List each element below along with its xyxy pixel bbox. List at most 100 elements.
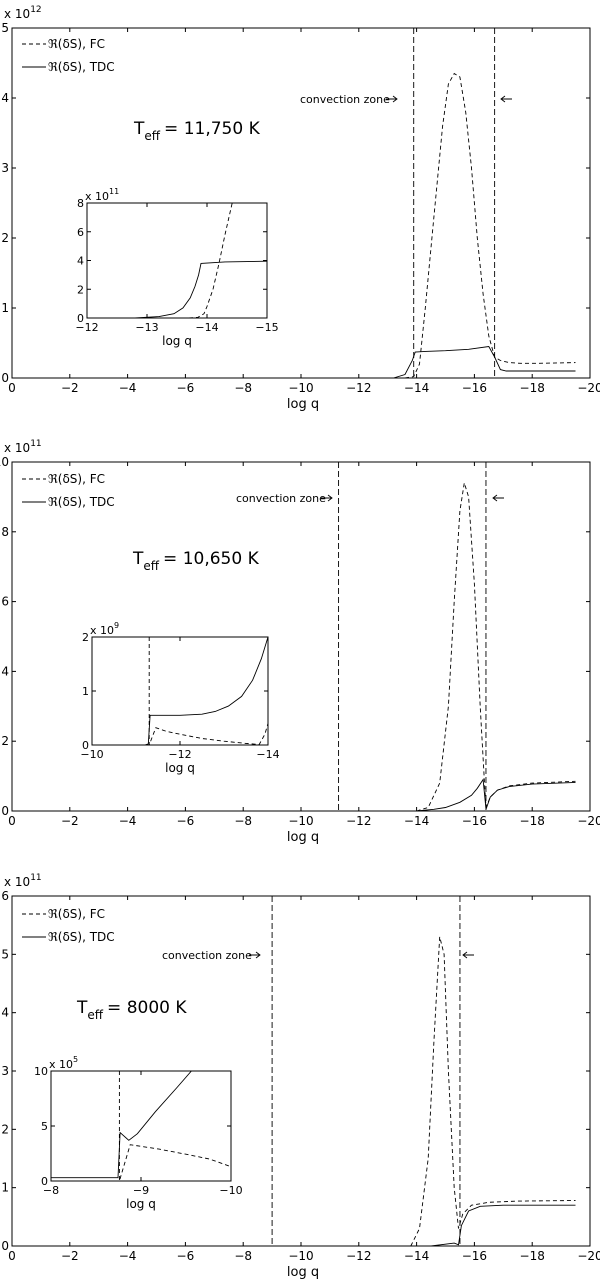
teff-label: Teff = 11,750 K <box>133 119 261 143</box>
y-multiplier-label: x 1011 <box>4 439 42 455</box>
inset-y-tick-label: 4 <box>77 255 84 268</box>
x-tick-label: −16 <box>462 381 487 395</box>
x-tick-label: −8 <box>234 814 252 828</box>
x-tick-label: −16 <box>462 814 487 828</box>
arrow-right-icon <box>321 494 333 502</box>
inset-series-tdc-line <box>51 1071 192 1179</box>
x-axis-label: log q <box>287 830 319 845</box>
teff-label: Teff = 8000 K <box>76 998 187 1022</box>
x-tick-label: −16 <box>462 1249 487 1263</box>
series-tdc-line <box>387 1204 576 1246</box>
y-tick-label: 0 <box>1 804 9 818</box>
teff-value: = 11,750 K <box>164 119 261 139</box>
teff-symbol: T <box>76 998 88 1018</box>
series-fc-line <box>416 482 576 811</box>
teff-label: Teff = 10,650 K <box>132 549 260 573</box>
x-tick-label: −12 <box>346 814 371 828</box>
x-tick-label: −2 <box>61 814 79 828</box>
inset-x-tick-label: −12 <box>75 321 98 334</box>
chart-panel-2: 02468100−2−4−6−8−10−12−14−16−18−20x 1011… <box>0 439 600 845</box>
convection-zone-annotation: convection zone <box>300 93 390 106</box>
inset-x-tick-label: −9 <box>133 1184 149 1197</box>
y-tick-label: 4 <box>1 91 9 105</box>
x-tick-label: −12 <box>346 381 371 395</box>
inset-x-tick-label: −10 <box>219 1184 242 1197</box>
y-tick-label: 3 <box>1 1064 9 1078</box>
teff-subscript: eff <box>143 559 159 573</box>
y-tick-label: 2 <box>1 1122 9 1136</box>
inset-y-tick-label: 0 <box>77 312 84 325</box>
x-tick-label: −10 <box>288 1249 313 1263</box>
inset-series-fc-line <box>148 637 268 745</box>
teff-subscript: eff <box>87 1008 103 1022</box>
inset-y-tick-label: 10 <box>34 1065 48 1078</box>
x-tick-label: −6 <box>177 1249 195 1263</box>
inset-chart: 0 1 2 −10 −12 −14 x 109 log q <box>80 621 279 775</box>
inset-y-multiplier-base: x 10 <box>49 1058 73 1071</box>
series-fc-line <box>410 936 576 1246</box>
x-axis-label: log q <box>287 397 319 412</box>
x-tick-label: −2 <box>61 1249 79 1263</box>
convection-zone-annotation: convection zone <box>236 492 326 505</box>
inset-y-multiplier-label: x 1011 <box>85 187 119 203</box>
inset-y-multiplier-label: x 105 <box>49 1055 78 1071</box>
y-multiplier-label: x 1011 <box>4 873 42 889</box>
x-tick-label: −4 <box>119 1249 137 1263</box>
inset-y-tick-label: 5 <box>41 1120 48 1133</box>
inset-y-multiplier-base: x 10 <box>90 624 114 637</box>
x-tick-label: −20 <box>577 814 600 828</box>
x-tick-label: −18 <box>520 1249 545 1263</box>
y-tick-label: 5 <box>1 947 9 961</box>
inset-series-fc-line <box>118 1071 231 1181</box>
y-tick-label: 6 <box>1 595 9 609</box>
inset-x-axis-label: log q <box>162 334 192 348</box>
series-fc-line <box>404 72 576 378</box>
x-tick-label: −18 <box>520 814 545 828</box>
x-tick-label: −10 <box>288 381 313 395</box>
arrow-left-icon <box>492 494 504 502</box>
legend-label-tdc: ℜ(δS), TDC <box>48 930 115 944</box>
y-tick-label: 0 <box>1 1239 9 1253</box>
inset-y-multiplier-exponent: 5 <box>73 1055 78 1064</box>
y-tick-label: 1 <box>1 301 9 315</box>
x-tick-label: −8 <box>234 1249 252 1263</box>
inset-inset-background <box>51 1071 231 1181</box>
inset-series-tdc-line <box>92 637 268 745</box>
arrow-left-icon <box>500 95 512 103</box>
x-tick-label: −4 <box>119 381 137 395</box>
y-tick-label: 10 <box>0 455 9 469</box>
convection-zone-annotation: convection zone <box>162 949 252 962</box>
x-tick-label: −12 <box>346 1249 371 1263</box>
inset-y-tick-label: 2 <box>77 283 84 296</box>
y-multiplier-label: x 1012 <box>4 5 42 21</box>
inset-x-tick-label: −8 <box>43 1184 59 1197</box>
inset-series-tdc-line <box>87 260 267 318</box>
teff-symbol: T <box>132 549 144 569</box>
inset-series-fc-line <box>188 203 233 318</box>
series-tdc-line <box>373 346 576 378</box>
inset-y-multiplier-label: x 109 <box>90 621 119 637</box>
y-tick-label: 6 <box>1 889 9 903</box>
x-tick-label: −6 <box>177 814 195 828</box>
legend-label-fc: ℜ(δS), FC <box>48 907 105 921</box>
y-tick-label: 2 <box>1 734 9 748</box>
inset-x-tick-label: −13 <box>135 321 158 334</box>
y-tick-label: 1 <box>1 1181 9 1195</box>
y-multiplier-base: x 10 <box>4 7 30 21</box>
arrow-left-icon <box>462 951 474 959</box>
inset-y-multiplier-base: x 10 <box>85 190 109 203</box>
inset-y-tick-label: 6 <box>77 226 84 239</box>
inset-x-tick-label: −14 <box>195 321 218 334</box>
inset-chart: 0 2 4 6 8 −12 −13 −14 −15 x 1011 log q <box>75 187 278 348</box>
x-tick-label: −20 <box>577 381 600 395</box>
y-multiplier-base: x 10 <box>4 441 30 455</box>
y-multiplier-exponent: 12 <box>30 5 41 15</box>
legend-label-tdc: ℜ(δS), TDC <box>48 60 115 74</box>
y-tick-label: 5 <box>1 21 9 35</box>
teff-value: = 8000 K <box>107 998 187 1018</box>
inset-y-multiplier-exponent: 11 <box>109 187 119 196</box>
x-tick-label: −14 <box>404 814 429 828</box>
